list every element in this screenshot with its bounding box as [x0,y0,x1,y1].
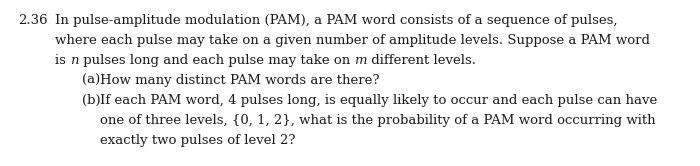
Text: (b): (b) [82,94,101,107]
Text: where each pulse may take on a given number of amplitude levels. Suppose a PAM w: where each pulse may take on a given num… [55,34,650,47]
Text: n: n [70,54,78,67]
Text: If each PAM word, 4 pulses long, is equally likely to occur and each pulse can h: If each PAM word, 4 pulses long, is equa… [100,94,657,107]
Text: one of three levels, {0, 1, 2}, what is the probability of a PAM word occurring : one of three levels, {0, 1, 2}, what is … [100,114,656,127]
Text: In pulse-amplitude modulation (PAM), a PAM word consists of a sequence of pulses: In pulse-amplitude modulation (PAM), a P… [55,14,617,27]
Text: (a): (a) [82,74,100,87]
Text: m: m [354,54,367,67]
Text: How many distinct PAM words are there?: How many distinct PAM words are there? [100,74,379,87]
Text: different levels.: different levels. [367,54,476,67]
Text: is: is [55,54,70,67]
Text: exactly two pulses of level 2?: exactly two pulses of level 2? [100,134,295,147]
Text: 2.36: 2.36 [18,14,48,27]
Text: pulses long and each pulse may take on: pulses long and each pulse may take on [78,54,354,67]
